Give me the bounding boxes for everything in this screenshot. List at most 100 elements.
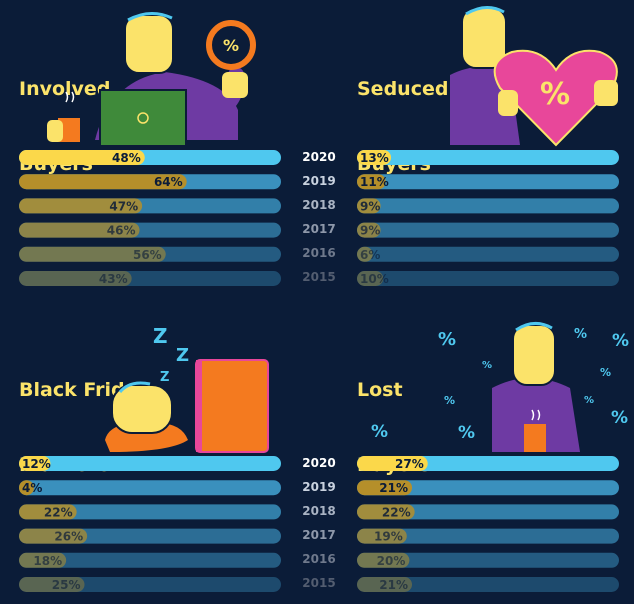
year-label: 2018: [302, 504, 336, 518]
magnifier-percent-icon: %: [206, 20, 256, 70]
title-line: Involved: [19, 78, 111, 100]
data-label: 25%: [52, 578, 81, 592]
bar: [357, 456, 428, 471]
bar-track: [357, 577, 619, 592]
data-label: 4%: [22, 481, 42, 495]
bar: [357, 198, 381, 214]
bar: [19, 552, 67, 568]
bar: [357, 577, 413, 592]
data-label: 22%: [382, 505, 411, 519]
involved-buyer-illustration: %: [47, 12, 256, 147]
data-label: 21%: [379, 578, 408, 592]
data-label: 56%: [133, 248, 162, 262]
data-label: 43%: [99, 272, 128, 286]
bar-track: [357, 150, 619, 165]
bar-track: [357, 271, 619, 286]
year-label: 2016: [302, 552, 336, 566]
bar: [19, 480, 34, 496]
bar-chart-2: 12% 4%22% 26% 18% 25%: [19, 456, 281, 592]
bar-chart-3: 27% 21% 22% 19% 20% 21%: [357, 456, 619, 592]
bar-track: [19, 456, 281, 471]
bar: [19, 577, 85, 592]
bar-chart-0: 48% 64% 47% 46% 56% 43%: [19, 150, 281, 286]
year-label: 2018: [302, 198, 336, 212]
data-label: 11%: [360, 175, 389, 189]
bar-track: [19, 577, 281, 592]
bar-track: [19, 480, 281, 496]
year-label: 2020: [302, 456, 336, 470]
bar-track: [357, 198, 619, 214]
percent-scatter-icon: % % % % % % % % % %: [371, 327, 629, 443]
svg-text:%: %: [600, 366, 611, 379]
data-label: 48%: [112, 151, 141, 165]
seduced-buyer-illustration: %: [450, 6, 618, 147]
bar: [357, 480, 413, 496]
bar: [19, 528, 88, 544]
bar: [357, 528, 407, 544]
bar-track: [357, 246, 619, 262]
year-label: 2019: [302, 174, 336, 188]
data-label: 46%: [107, 224, 136, 238]
title-line: Seduced: [357, 78, 449, 100]
bar-track: [357, 174, 619, 190]
data-label: 22%: [44, 505, 73, 519]
bar: [357, 222, 381, 238]
bar-track: [19, 504, 281, 520]
year-label: 2015: [302, 576, 336, 590]
bar: [357, 246, 373, 262]
bar: [19, 174, 187, 190]
svg-text:%: %: [482, 360, 492, 371]
bar: [19, 271, 132, 286]
year-label: 2020: [302, 150, 336, 164]
data-label: 18%: [33, 554, 62, 568]
data-label: 10%: [360, 272, 389, 286]
bar-track: [357, 222, 619, 238]
bar: [19, 456, 51, 471]
data-label: 12%: [22, 457, 51, 471]
svg-text:%: %: [611, 408, 628, 428]
indifferent-illustration: Z Z Z: [105, 324, 269, 453]
svg-text:%: %: [574, 327, 587, 342]
bar: [357, 271, 384, 286]
svg-text:Z: Z: [160, 370, 169, 385]
bar: [357, 174, 386, 190]
data-label: 27%: [395, 457, 424, 471]
data-label: 26%: [54, 530, 83, 544]
svg-text:%: %: [371, 422, 388, 442]
bar-chart-1: 13% 11% 9% 9% 6% 10%: [357, 150, 619, 286]
data-label: 20%: [377, 554, 406, 568]
bar: [357, 504, 415, 520]
svg-text:%: %: [444, 394, 455, 407]
bar-track: [357, 528, 619, 544]
bar: [19, 222, 140, 238]
year-label: 2016: [302, 246, 336, 260]
bar-track: [357, 504, 619, 520]
data-label: 47%: [109, 199, 138, 213]
bar-track: [19, 271, 281, 286]
bar: [19, 504, 77, 520]
svg-text:Z: Z: [176, 345, 189, 366]
data-label: 9%: [360, 199, 380, 213]
data-label: 64%: [154, 175, 183, 189]
heart-percent-icon: %: [493, 49, 618, 147]
data-label: 13%: [360, 151, 389, 165]
bar-track: [19, 552, 281, 568]
data-label: 19%: [374, 530, 403, 544]
lost-buyer-illustration: % % % % % % % % % %: [371, 322, 629, 452]
bar-track: [357, 480, 619, 496]
bar: [19, 198, 143, 214]
data-label: 6%: [360, 248, 380, 262]
year-label: 2019: [302, 480, 336, 494]
bar: [19, 246, 166, 262]
sleep-z-icon: Z Z Z: [153, 324, 189, 385]
year-label: 2015: [302, 270, 336, 284]
bar: [19, 150, 145, 165]
svg-text:%: %: [438, 329, 456, 350]
bar: [357, 150, 392, 165]
year-label: 2017: [302, 528, 336, 542]
bar-track: [357, 552, 619, 568]
svg-text:Z: Z: [153, 324, 168, 348]
